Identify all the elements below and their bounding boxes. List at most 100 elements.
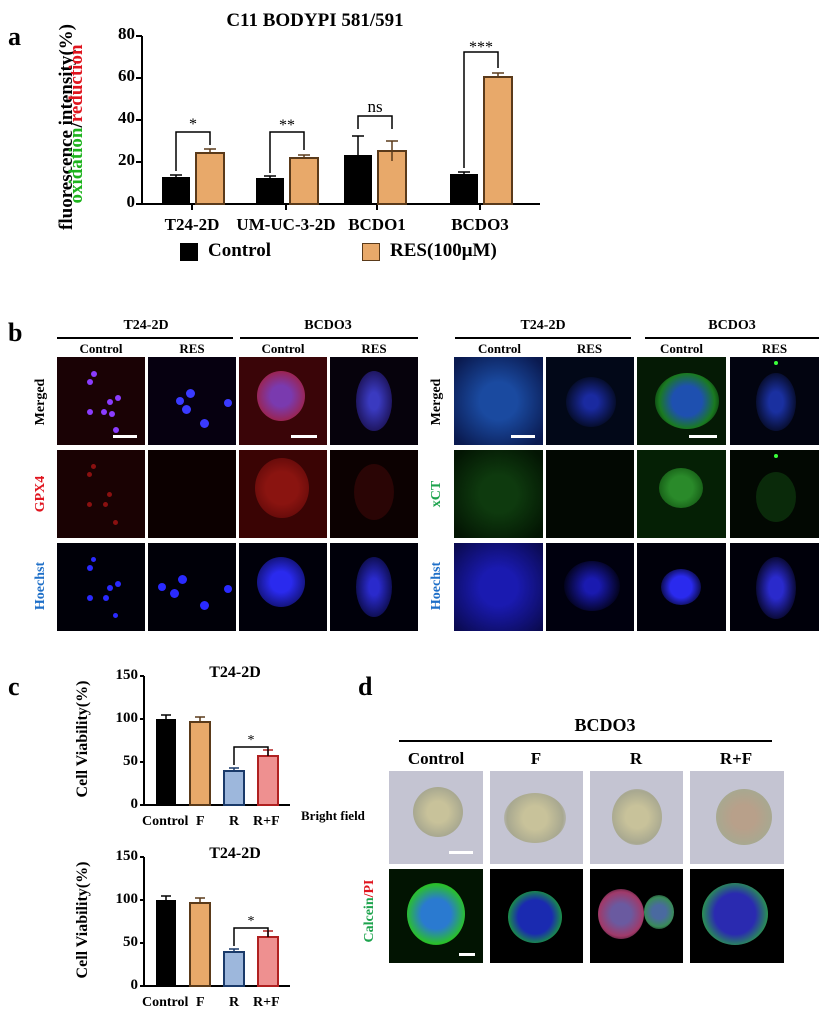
chart-c1-plot: *: [140, 675, 290, 806]
micrograph-bcdo3-res-gpx4: [330, 450, 418, 538]
chart-a-xtick: UM-UC-3-2D: [236, 215, 336, 234]
chart-c2-sig: *: [248, 914, 255, 929]
panel-d-letter: d: [358, 672, 373, 701]
b-left-group-line: [240, 337, 418, 339]
chart-c1-ytick: 150: [115, 667, 139, 683]
scale-bar: [449, 851, 473, 854]
chart-c2-xtick: F: [196, 995, 205, 1010]
ylabel-reduction: reduction: [66, 44, 87, 123]
chart-c2-xtick: Control: [142, 995, 189, 1010]
b-right-group-line: [645, 337, 819, 339]
micrograph-bcdo3-res-hoechst: [330, 543, 418, 631]
d-col-f: F: [530, 749, 542, 768]
chart-c1-xtick: F: [196, 814, 205, 829]
chart-c2-xtick: R: [229, 995, 240, 1010]
b-right-group-t24: T24-2D: [520, 318, 566, 333]
brightfield-rf: [690, 771, 784, 864]
svg-text:***: ***: [469, 39, 493, 56]
ylabel-oxidation: oxidation: [66, 127, 87, 204]
chart-c2-ytick: 50: [123, 934, 138, 950]
chart-c1-xtick: R+F: [253, 814, 280, 829]
chart-a-ytick: 20: [118, 150, 135, 169]
chart-c1-ytick: 0: [130, 796, 139, 812]
b-left-group-bcdo3: BCDO3: [304, 318, 352, 333]
b-left-col: Control: [261, 341, 305, 356]
svg-text:**: **: [279, 117, 295, 134]
micrograph-t24-res-hoechst: [148, 543, 236, 631]
scale-bar: [511, 435, 535, 438]
chart-a-ytick: 40: [118, 108, 135, 127]
micrograph-t24-control-merged-xct: [454, 357, 543, 445]
chart-c2-ylabel: Cell Viability(%): [74, 861, 91, 979]
chart-a-xtick: BCDO3: [451, 215, 509, 234]
scale-bar: [291, 435, 317, 438]
b-right-col: RES: [576, 341, 603, 356]
b-left-group-t24: T24-2D: [123, 318, 169, 333]
b-left-col: Control: [79, 341, 123, 356]
micrograph-t24-res-hoechst-r: [546, 543, 634, 631]
chart-a-ytick: 60: [118, 66, 135, 85]
b-right-group-bcdo3: BCDO3: [708, 318, 756, 333]
micrograph-t24-control-merged: [57, 357, 145, 445]
chart-c1-title: T24-2D: [209, 664, 261, 681]
b-right-col: Control: [477, 341, 522, 356]
micrograph-bcdo3-control-xct: [637, 450, 726, 538]
scale-bar: [689, 435, 717, 438]
chart-a-ytick: 80: [118, 24, 135, 43]
micrograph-t24-control-xct: [454, 450, 543, 538]
b-left-col: RES: [179, 341, 205, 356]
micrograph-bcdo3-control-hoechst: [239, 543, 327, 631]
b-right-group-line: [455, 337, 631, 339]
scale-bar: [113, 435, 137, 438]
chart-a-title: C11 BODYPI 581/591: [226, 10, 404, 31]
legend-swatch-control: [180, 243, 198, 261]
legend-label-control: Control: [208, 240, 271, 261]
calcein-pi-rf: [690, 869, 784, 963]
d-col-r: R: [629, 749, 643, 768]
micrograph-bcdo3-control-merged: [239, 357, 327, 445]
chart-c1-sig: *: [248, 733, 255, 748]
calcein-pi-f: [490, 869, 583, 963]
micrograph-t24-res-gpx4: [148, 450, 236, 538]
micrograph-bcdo3-control-gpx4: [239, 450, 327, 538]
b-right-col: RES: [761, 341, 788, 356]
d-group-line: [399, 740, 772, 742]
micrograph-bcdo3-res-merged: [330, 357, 418, 445]
chart-c1-xtick: R: [229, 814, 240, 829]
d-col-rf: R+F: [719, 749, 753, 768]
chart-a-ylabel-line2: oxidation/reduction: [65, 9, 89, 239]
micrograph-bcdo3-control-hoechst-r: [637, 543, 726, 631]
d-col-control: Control: [407, 749, 465, 768]
svg-text:*: *: [189, 116, 197, 133]
chart-a-ytick: 0: [126, 192, 136, 211]
brightfield-r: [590, 771, 683, 864]
b-left-col: RES: [361, 341, 387, 356]
calcein-pi-r: [590, 869, 683, 963]
ylabel-slash: /: [66, 122, 87, 128]
brightfield-f: [490, 771, 583, 864]
legend-label-res: RES(100μM): [390, 240, 497, 261]
d-group-bcdo3: BCDO3: [574, 715, 636, 735]
b-left-row-merged: Merged: [33, 378, 48, 426]
chart-a-plot: * ** ns ***: [136, 35, 540, 210]
micrograph-t24-control-hoechst-r: [454, 543, 543, 631]
d-row-pi: PI: [362, 879, 377, 894]
micrograph-t24-res-merged: [148, 357, 236, 445]
chart-a-xtick: T24-2D: [164, 215, 220, 234]
chart-c1-ylabel: Cell Viability(%): [74, 680, 91, 798]
d-row-calcein: Calcein: [362, 897, 377, 943]
micrograph-t24-res-xct: [546, 450, 634, 538]
panel-c-letter: c: [8, 672, 20, 701]
b-right-row-xct: xCT: [429, 480, 444, 508]
chart-c2-ytick: 100: [115, 891, 139, 907]
d-row-brightfield: Bright field: [301, 808, 365, 823]
brightfield-control: [389, 771, 483, 864]
chart-c2-plot: *: [140, 856, 290, 987]
micrograph-bcdo3-res-xct: [730, 450, 819, 538]
panel-a-letter: a: [8, 22, 21, 51]
chart-a-xtick: BCDO1: [348, 215, 406, 234]
chart-c1-xtick: Control: [142, 814, 189, 829]
svg-text:ns: ns: [367, 97, 382, 116]
b-left-group-line: [57, 337, 233, 339]
